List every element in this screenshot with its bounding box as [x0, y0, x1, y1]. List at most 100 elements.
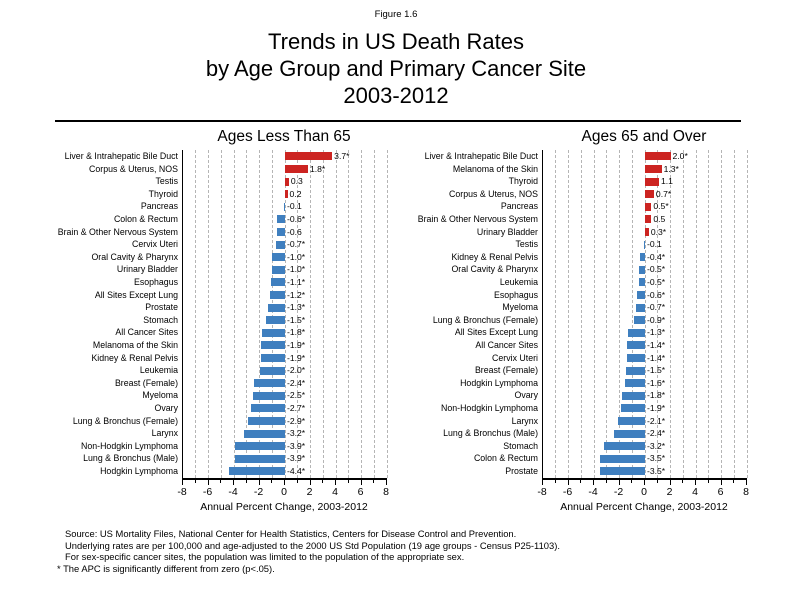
value-label: -1.0* [287, 264, 306, 275]
chart-title-line-2: by Age Group and Primary Cancer Site [205, 56, 587, 81]
gridline [284, 150, 286, 478]
value-label: 3.7* [334, 151, 350, 161]
value-label: -2.9* [287, 415, 306, 426]
category-label: Kidney & Renal Pelvis [451, 251, 538, 262]
value-label: 0.2 [289, 188, 302, 199]
category-label: Esophagus [493, 289, 538, 300]
bar [277, 215, 285, 224]
axis-tick-label: 0 [641, 485, 647, 498]
axis-tick-label: 4 [692, 485, 698, 498]
axis-tick-label: -6 [562, 485, 573, 498]
bar [270, 278, 285, 287]
bar [645, 152, 671, 161]
axis-tick-label: -2 [613, 485, 624, 498]
axis-tick [220, 479, 222, 483]
chart-title-line-3: 2003-2012 [343, 83, 449, 108]
bar [244, 429, 285, 438]
bar [272, 265, 285, 274]
bar [277, 227, 285, 236]
category-label: Hodgkin Lymphoma [100, 466, 178, 476]
category-label: Lung & Bronchus (Female) [72, 415, 178, 426]
axis-tick [593, 479, 594, 485]
value-label: -1.9* [287, 352, 306, 363]
bar [645, 202, 652, 211]
category-label: Lung & Bronchus (Male) [83, 453, 178, 464]
bar [624, 379, 645, 388]
axis-tick [271, 479, 273, 483]
bar [285, 190, 288, 199]
gridline [619, 150, 620, 478]
bar [285, 164, 308, 173]
bar [645, 177, 660, 186]
value-label: 0.3* [650, 226, 667, 237]
category-label: Oral Cavity & Pharynx [451, 264, 538, 275]
gridline [310, 150, 311, 478]
category-label: Ovary [154, 403, 178, 413]
axis-tick [322, 479, 324, 483]
value-label: -0.7* [647, 302, 666, 313]
axis-tick [695, 479, 696, 485]
value-label: -1.9* [287, 340, 306, 350]
category-label: Myeloma [502, 302, 538, 313]
value-label: -1.5* [647, 365, 666, 376]
axis-tick [309, 479, 311, 485]
x-axis-label: Annual Percent Change, 2003-2012 [200, 500, 368, 513]
footnote-rates: Underlying rates are per 100,000 and age… [65, 539, 560, 551]
axis-tick [733, 479, 735, 483]
value-label: -0.6 [287, 226, 302, 237]
category-label: Hodgkin Lymphoma [460, 377, 538, 388]
value-label: -0.4* [647, 251, 666, 262]
category-label: Leukemia [499, 277, 538, 287]
bar [272, 253, 285, 262]
axis-tick [746, 479, 747, 485]
bar [643, 240, 645, 249]
axis-tick [707, 479, 709, 483]
value-label: -3.9* [287, 453, 306, 464]
axis-tick [386, 479, 387, 485]
value-label: -1.4* [647, 352, 666, 363]
axis-tick [567, 479, 569, 485]
axis-tick-label: 8 [743, 485, 749, 498]
axis-tick-label: 2 [666, 485, 673, 498]
value-label: -3.2* [287, 428, 306, 439]
axis-tick [347, 479, 349, 483]
footnotes-block: Source: US Mortality Files, National Cen… [0, 528, 792, 574]
gridline [322, 150, 324, 478]
value-label: -0.5* [647, 264, 666, 275]
value-label: -0.7* [287, 239, 306, 250]
footnote-apc-significance: * The APC is significantly different fro… [57, 562, 275, 574]
value-label: -2.7* [287, 403, 306, 413]
axis-tick [207, 479, 209, 485]
bar [235, 454, 285, 463]
gridline [631, 150, 633, 478]
panel-title: Ages Less Than 65 [217, 128, 351, 145]
value-label: 0.7* [655, 188, 672, 199]
bar [259, 366, 285, 375]
gridline [208, 150, 209, 478]
bar [265, 316, 285, 325]
gridline [195, 150, 197, 478]
bar [228, 467, 285, 476]
value-label: -0.6* [287, 214, 306, 224]
axis-tick [233, 479, 234, 485]
category-label: Melanoma of the Skin [92, 340, 178, 350]
value-label: -1.1* [287, 277, 306, 287]
category-label: Kidney & Renal Pelvis [91, 352, 178, 363]
axis-tick [373, 479, 375, 483]
axis-tick [656, 479, 658, 483]
gridline [746, 150, 748, 478]
axis-tick [182, 479, 183, 485]
value-label: -1.0* [287, 251, 306, 262]
value-label: -1.8* [647, 390, 666, 401]
bar [250, 404, 285, 413]
axis-tick [542, 479, 543, 485]
panel-title: Ages 65 and Over [581, 128, 707, 145]
category-label: Lung & Bronchus (Female) [432, 314, 538, 325]
bar [285, 152, 333, 161]
plot-area [542, 150, 748, 480]
value-label: -0.1 [287, 201, 302, 212]
gridline [259, 150, 260, 478]
header-divider [55, 120, 741, 122]
category-label: Breast (Female) [114, 377, 178, 388]
value-label: -0.6* [647, 289, 666, 300]
